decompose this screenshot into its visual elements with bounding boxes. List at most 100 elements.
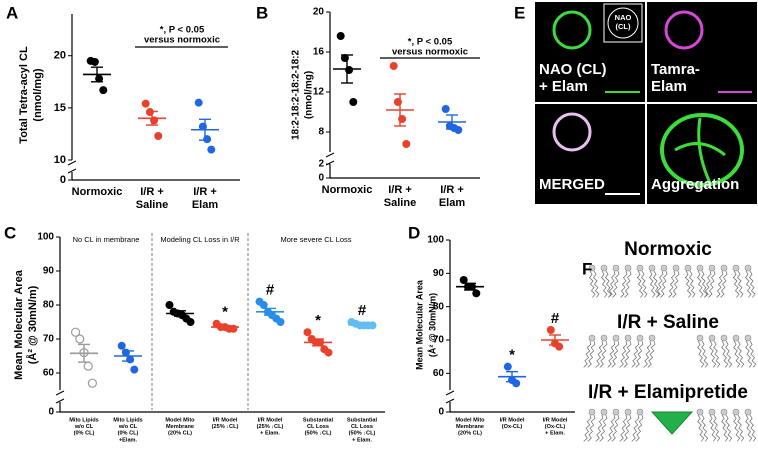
lipid-tail: [713, 340, 721, 368]
axis-break: [325, 152, 335, 158]
lipid-tail: [745, 414, 753, 442]
lipid-tail: [701, 414, 709, 442]
y-axis-label: Mean Molecular Area: [414, 279, 424, 370]
lipid-head: [732, 408, 740, 416]
lipid-tail: [619, 340, 628, 368]
lipid-tail: [612, 270, 620, 298]
x-tick-label: Membrane: [166, 424, 194, 430]
annotation: versus normoxic: [144, 35, 220, 46]
lipid-head: [624, 408, 632, 416]
lipid-head: [672, 264, 680, 272]
x-tick-label: w/o CL: [118, 424, 138, 430]
data-point: [75, 334, 85, 344]
x-tick-label: (50% ↓CL): [349, 431, 376, 437]
lipid-head: [612, 334, 620, 342]
y-axis-label: Mean Molecular Area: [13, 269, 25, 380]
data-point: [441, 105, 450, 113]
lipid-tail: [635, 414, 644, 442]
y-axis-label: (nmol/mg): [32, 68, 44, 121]
significance-mark: #: [358, 302, 367, 319]
lipid-head: [696, 408, 704, 416]
lipid-tail: [733, 340, 741, 368]
y-tick-label: 15: [54, 102, 66, 114]
annotation: *, P < 0.05: [408, 37, 453, 48]
data-point: [141, 99, 150, 108]
x-tick-label: Elam: [439, 197, 466, 209]
lipid-tail: [583, 340, 592, 368]
x-tick-label: I/R Model: [543, 417, 568, 423]
y-tick-label: 0: [48, 407, 54, 418]
data-point: [154, 132, 163, 141]
x-tick-label: Substantial: [303, 417, 334, 423]
lipid-tail: [737, 414, 745, 442]
lipid-head: [720, 264, 728, 272]
x-tick-label: (Ox-CL): [502, 424, 523, 430]
lipid-tail: [604, 270, 612, 298]
x-tick-label: I/R Model: [213, 417, 238, 423]
lipid-head: [732, 264, 740, 272]
lipid-tail: [588, 270, 596, 298]
lipid-tail: [631, 340, 640, 368]
panel-letter: B: [256, 3, 268, 22]
lipid-tail: [708, 270, 716, 298]
lipid-head: [600, 334, 608, 342]
lipid-head: [600, 408, 608, 416]
cell: [664, 10, 704, 50]
lipid-tail: [749, 340, 757, 368]
y-tick-label: 2: [318, 159, 324, 170]
cell: [552, 10, 592, 50]
lipid-tail: [684, 270, 692, 298]
inset-circle: [607, 7, 639, 39]
lipid-tail: [737, 340, 745, 368]
lipid-head: [636, 408, 644, 416]
lipid-head: [624, 264, 632, 272]
y-tick-label: 90: [433, 268, 445, 279]
lipid-head: [588, 408, 596, 416]
data-point: [389, 62, 398, 70]
data-point: [165, 301, 174, 309]
lipid-tail: [668, 270, 676, 298]
data-point: [454, 126, 463, 134]
x-tick-label: + Elam.: [352, 437, 372, 443]
data-point: [90, 57, 99, 66]
lipid-tail: [725, 414, 733, 442]
lipid-head: [708, 334, 716, 342]
x-tick-label: Normoxic: [72, 186, 123, 198]
x-tick-label: I/R Model: [500, 417, 525, 423]
row-title: I/R + Saline: [617, 312, 719, 333]
lipid-tail: [623, 340, 632, 368]
axis-break: [445, 390, 455, 396]
y-tick-label: 20: [54, 50, 66, 62]
data-point: [83, 361, 93, 371]
lipid-tail: [583, 414, 592, 442]
lipid-tail: [607, 340, 616, 368]
x-tick-label: (20% CL): [458, 431, 482, 437]
x-tick-label: (50% ↓CL): [305, 431, 332, 437]
lipid-tail: [599, 340, 608, 368]
row-title: Normoxic: [624, 239, 712, 260]
image: [647, 2, 757, 102]
lipid-head: [636, 264, 644, 272]
y-tick-label: 16: [313, 47, 325, 58]
lipid-tail: [697, 340, 705, 368]
x-tick-label: Model Mito: [455, 417, 485, 423]
aggregate: [660, 113, 744, 187]
lipid-tail: [688, 270, 696, 298]
x-tick-label: Saline: [136, 199, 168, 211]
y-tick-label: 70: [433, 335, 445, 346]
image: [535, 104, 645, 204]
lipid-head: [648, 334, 656, 342]
lipid-tail: [744, 270, 752, 298]
lipid-head: [660, 264, 668, 272]
inset: [603, 3, 643, 43]
data-point: [99, 86, 108, 95]
y-tick-label: 90: [43, 266, 55, 277]
data-point: [555, 342, 564, 351]
lipid-tail: [736, 270, 744, 298]
lipid-head: [612, 408, 620, 416]
data-point: [130, 365, 139, 374]
x-tick-label: +Elam.: [119, 437, 138, 443]
axis-break: [445, 398, 455, 404]
data-point: [276, 318, 285, 326]
